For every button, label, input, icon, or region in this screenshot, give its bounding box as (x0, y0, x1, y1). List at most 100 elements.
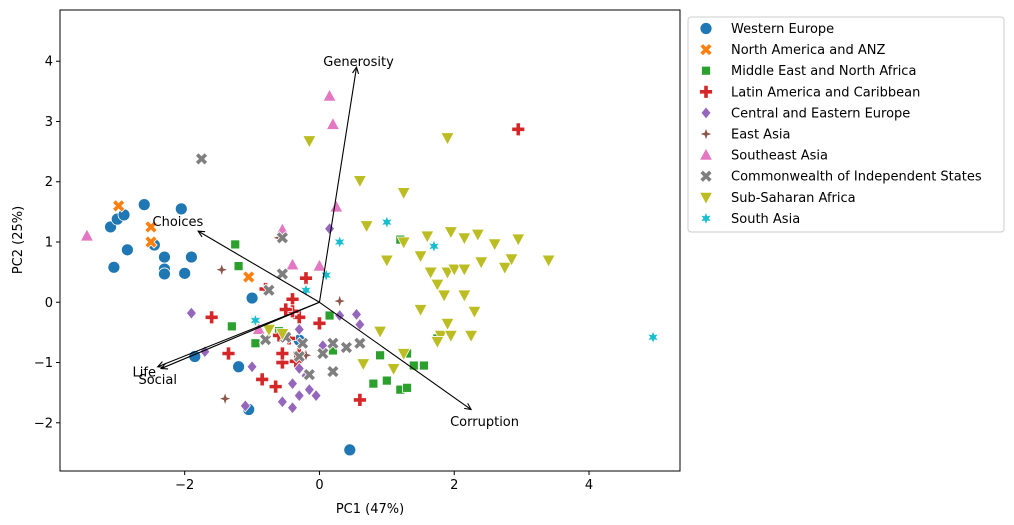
data-point (322, 88, 337, 102)
data-point (255, 372, 270, 387)
data-point (420, 230, 435, 244)
data-point (326, 336, 340, 350)
series-9 (248, 214, 660, 345)
data-point (333, 234, 347, 250)
data-point (541, 254, 556, 268)
data-point (386, 363, 401, 377)
legend-item: South Asia (699, 210, 800, 227)
legend-marker (698, 147, 714, 161)
data-point (343, 443, 357, 457)
data-point (331, 293, 348, 309)
loading-label: Social (138, 373, 177, 388)
legend-label: Western Europe (731, 22, 834, 37)
loading-arrow (318, 67, 358, 303)
legend-label: North America and ANZ (731, 43, 885, 58)
data-point (440, 132, 455, 146)
legend-item: Commonwealth of Independent States (699, 169, 982, 185)
data-point (372, 325, 388, 340)
data-point (324, 222, 336, 236)
data-point (293, 322, 305, 337)
data-point (299, 282, 313, 298)
data-point (351, 307, 363, 321)
data-point (334, 308, 346, 323)
data-point (302, 135, 317, 149)
data-point (419, 360, 429, 371)
data-point (463, 330, 479, 344)
legend-item: Southeast Asia (698, 147, 828, 164)
data-point (427, 238, 441, 254)
data-point (319, 267, 333, 283)
data-point (275, 231, 290, 245)
data-point (185, 306, 197, 320)
legend-label: Central and Eastern Europe (731, 106, 910, 121)
data-point (261, 323, 277, 338)
data-point (339, 340, 354, 355)
data-point (457, 289, 472, 303)
y-tick-label: 3 (45, 115, 53, 130)
series-0 (104, 198, 357, 457)
legend-marker (700, 106, 712, 120)
y-tick-label: 2 (45, 175, 53, 190)
data-point (436, 289, 452, 303)
data-point (326, 364, 340, 379)
data-point (232, 360, 245, 374)
data-point (316, 346, 330, 361)
data-point (380, 214, 394, 230)
legend-label: Southeast Asia (731, 149, 828, 164)
y-tick-label: 0 (45, 296, 53, 311)
legend-item: North America and ANZ (699, 42, 885, 58)
data-point (292, 349, 306, 364)
data-point (303, 383, 315, 397)
data-point (396, 348, 411, 362)
data-point (497, 261, 512, 276)
data-point (230, 239, 241, 250)
data-point (470, 228, 485, 243)
data-point (368, 378, 379, 389)
legend-label: East Asia (731, 128, 790, 143)
legend-label: Latin America and Caribbean (731, 85, 920, 100)
data-point (158, 267, 171, 281)
data-point (144, 235, 158, 249)
data-point (248, 312, 263, 328)
loading-label: Choices (153, 215, 204, 230)
legend-item: Western Europe (699, 22, 834, 37)
data-point (467, 305, 482, 320)
data-point (511, 233, 526, 247)
data-point (430, 278, 445, 293)
data-point (221, 346, 236, 361)
axes: −2 0 2 4 −2 −1 0 1 2 3 4 (34, 55, 593, 493)
data-point (359, 220, 374, 234)
data-point (310, 389, 322, 403)
x-tick-label: 2 (450, 478, 458, 493)
legend-marker (699, 210, 713, 227)
data-point (107, 260, 121, 274)
loading-arrow (160, 301, 320, 370)
loading-label: Life (133, 366, 156, 381)
data-point (293, 361, 305, 376)
data-point (293, 389, 305, 403)
data-point (413, 304, 428, 318)
data-point (474, 256, 489, 270)
data-point (262, 283, 276, 297)
data-point (299, 271, 313, 286)
data-point (276, 395, 288, 409)
data-point (250, 338, 261, 349)
y-tick-label: −2 (34, 416, 53, 431)
data-point (379, 254, 395, 268)
data-point (286, 376, 299, 391)
data-point (137, 198, 151, 212)
data-point (375, 350, 386, 361)
series-1 (111, 199, 256, 284)
y-tick-label: −1 (34, 356, 53, 371)
legend-frame (687, 16, 1005, 233)
data-point (204, 310, 219, 325)
loading-arrow (319, 301, 472, 410)
legend-item: Sub-Saharan Africa (698, 191, 856, 206)
y-tick-label: 1 (45, 236, 53, 251)
legend-label: Middle East and North Africa (731, 64, 916, 79)
data-point (241, 270, 256, 284)
data-point (174, 202, 188, 216)
data-point (275, 267, 290, 281)
data-point (396, 187, 411, 201)
